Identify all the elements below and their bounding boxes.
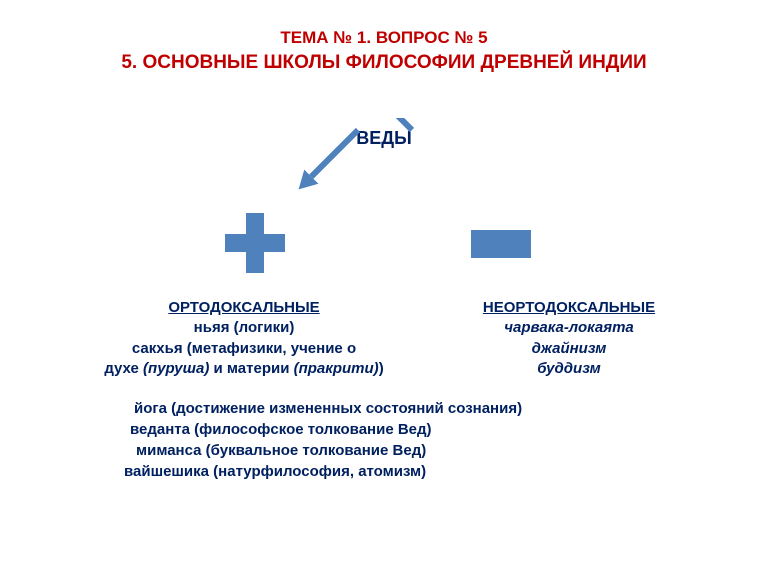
heterodox-title: НЕОРТОДОКСАЛЬНЫЕ xyxy=(444,298,694,318)
heterodox-item: чарвака-локаята xyxy=(444,318,694,338)
heterodox-column: НЕОРТОДОКСАЛЬНЫЕ чарвака-локаятаджайнизм… xyxy=(444,298,694,379)
orthodox-item: духе (пуруша) и материи (пракрити)) xyxy=(74,359,414,379)
heterodox-item: джайнизм xyxy=(444,339,694,359)
heterodox-item: буддизм xyxy=(444,359,694,379)
orthodox-item: миманса (буквальное толкование Вед) xyxy=(120,440,680,461)
arrow-left-icon xyxy=(258,118,378,218)
orthodox-item: веданта (философское толкование Вед) xyxy=(120,419,680,440)
orthodox-title: ОРТОДОКСАЛЬНЫЕ xyxy=(74,298,414,318)
orthodox-item: сакхья (метафизики, учение о xyxy=(74,339,414,359)
arrow-right-icon xyxy=(392,118,512,218)
orthodox-item: вайшешика (натурфилософия, атомизм) xyxy=(120,461,680,482)
orthodox-column: ОРТОДОКСАЛЬНЫЕ ньяя (логики)сакхья (мета… xyxy=(74,298,414,379)
title: 5. ОСНОВНЫЕ ШКОЛЫ ФИЛОСОФИИ ДРЕВНЕЙ ИНДИ… xyxy=(0,52,768,74)
orthodox-item: йога (достижение измененных состояний со… xyxy=(120,398,680,419)
bottom-list: йога (достижение измененных состояний со… xyxy=(120,398,680,482)
topic-header: ТЕМА № 1. ВОПРОС № 5 xyxy=(0,28,768,48)
orthodox-item: ньяя (логики) xyxy=(74,318,414,338)
minus-icon xyxy=(466,224,536,264)
root-label: ВЕДЫ xyxy=(0,128,768,149)
columns: ОРТОДОКСАЛЬНЫЕ ньяя (логики)сакхья (мета… xyxy=(0,298,768,379)
plus-icon xyxy=(220,208,290,278)
